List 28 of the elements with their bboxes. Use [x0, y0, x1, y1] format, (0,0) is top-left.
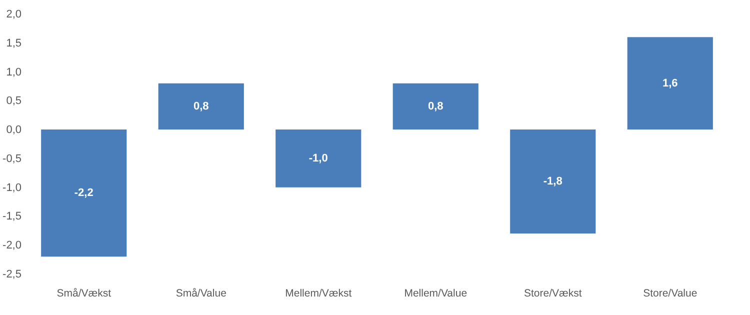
- x-tick-label: Store/Value: [643, 288, 698, 300]
- y-tick-label: 1,5: [6, 37, 22, 50]
- y-tick-label: -1,5: [2, 210, 22, 223]
- bar: [392, 83, 478, 130]
- y-tick-label: -2,5: [2, 268, 22, 280]
- x-tick-label: Mellem/Value: [404, 288, 468, 300]
- x-tick-label: Store/Vækst: [524, 288, 582, 300]
- y-tick-label: 1,0: [6, 66, 22, 78]
- data-label: 0,8: [193, 100, 209, 112]
- data-label: -1,0: [308, 152, 328, 164]
- y-tick-label: 0,0: [6, 124, 22, 136]
- bar: [276, 130, 362, 188]
- y-tick-label: 0,5: [6, 95, 22, 108]
- y-tick-label: -0,5: [2, 152, 22, 165]
- bar: [510, 130, 596, 234]
- x-tick-label: Små/Vækst: [56, 288, 112, 300]
- y-tick-label: 2,0: [6, 8, 22, 20]
- y-tick-label: -1,0: [2, 182, 22, 194]
- data-label: -1,8: [543, 176, 562, 188]
- x-tick-label: Mellem/Vækst: [285, 288, 352, 300]
- data-label: 0,8: [428, 100, 444, 112]
- y-tick-label: -2,0: [2, 240, 22, 252]
- bar: [158, 83, 244, 130]
- x-tick-label: Små/Value: [176, 288, 227, 300]
- data-label: 1,6: [662, 77, 678, 90]
- bar: [41, 130, 127, 257]
- bar: [627, 37, 713, 130]
- data-label: -2,2: [74, 187, 94, 200]
